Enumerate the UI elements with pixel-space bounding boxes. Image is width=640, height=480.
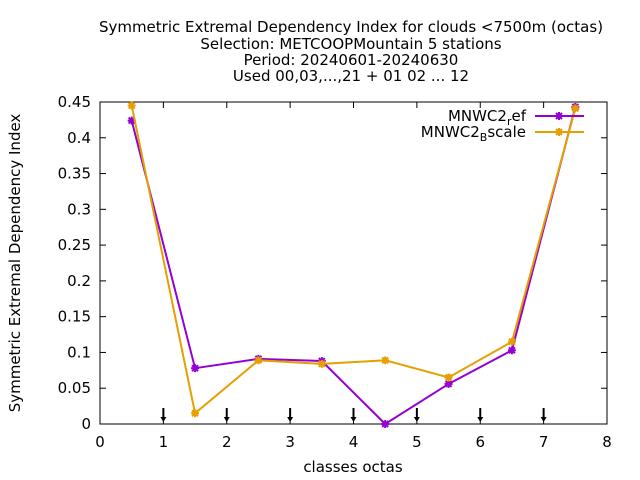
x-tick-label-8: 8 [602, 433, 612, 451]
x-tick-label-5: 5 [412, 433, 422, 451]
title-line-4: Used 00,03,...,21 + 01 02 ... 12 [233, 67, 469, 85]
x-tick-label-1: 1 [159, 433, 169, 451]
legend-label-0: MNWC2ref [448, 107, 527, 128]
x-markers [160, 408, 547, 422]
series-0-line [130, 106, 577, 426]
x-marker-arrow-3 [350, 417, 357, 422]
x-marker-arrow-4 [413, 417, 420, 422]
series-0-point-4-d2 [381, 420, 389, 428]
x-tick-label-6: 6 [475, 433, 485, 451]
series-1-point-6-d2 [508, 338, 516, 346]
x-tick-label-3: 3 [285, 433, 295, 451]
chart-title: Symmetric Extremal Dependency Index for … [99, 18, 603, 85]
series-1 [127, 101, 580, 418]
y-axis-label: Symmetric Extremal Dependency Index [6, 114, 24, 413]
x-tick-label-4: 4 [349, 433, 359, 451]
series-0-point-1-d2 [191, 364, 199, 372]
series-1-point-7-d2 [571, 104, 580, 113]
y-tick-label-9: 0.45 [58, 93, 91, 111]
axis-ticks: 0 1 2 3 4 5 6 7 8 0 0.05 0.1 0.15 0.2 0.25 0.3 0.35 0.4 0.… [58, 93, 612, 451]
series-1-point-1-d2 [191, 409, 199, 417]
legend-marker-1-d2 [555, 128, 563, 136]
legend-marker-0-d2 [555, 112, 563, 120]
series-0 [127, 103, 580, 428]
title-line-1: Symmetric Extremal Dependency Index for … [99, 18, 603, 36]
x-marker-arrow-1 [223, 417, 230, 422]
series-1-point-3-d2 [318, 360, 326, 368]
title-line-2: Selection: METCOOPMountain 5 stations [200, 35, 501, 53]
y-tick-label-2: 0.1 [67, 343, 91, 361]
series-1-point-4-d2 [381, 356, 389, 365]
plot-frame [99, 101, 608, 425]
series-1-point-2-d2 [254, 356, 263, 365]
x-axis-label: classes octas [303, 458, 403, 476]
x-marker-arrow-6 [540, 417, 547, 422]
y-tick-label-0: 0 [81, 415, 91, 433]
x-tick-label-7: 7 [539, 433, 549, 451]
x-marker-arrow-5 [477, 417, 484, 422]
y-tick-label-1: 0.05 [58, 379, 91, 397]
series-1-line [130, 105, 577, 416]
series-0-point-6-d2 [508, 346, 516, 355]
x-tick-label-0: 0 [95, 433, 105, 451]
y-tick-label-7: 0.35 [58, 165, 91, 183]
series-1-point-0-d2 [127, 101, 136, 110]
y-tick-label-4: 0.2 [67, 272, 91, 290]
legend-label-1: MNWC2Bscale [421, 123, 526, 144]
series-0-point-5-d2 [444, 380, 453, 388]
y-tick-label-5: 0.25 [58, 236, 91, 254]
x-marker-arrow-0 [160, 417, 167, 422]
y-tick-label-6: 0.3 [67, 200, 91, 218]
x-marker-arrow-2 [287, 417, 294, 422]
x-tick-label-2: 2 [222, 433, 232, 451]
y-tick-label-3: 0.15 [58, 308, 91, 326]
title-line-3: Period: 20240601-20240630 [244, 51, 459, 69]
series-1-point-5-d2 [444, 373, 453, 382]
series-layer [127, 101, 580, 428]
y-tick-label-8: 0.4 [67, 129, 91, 147]
